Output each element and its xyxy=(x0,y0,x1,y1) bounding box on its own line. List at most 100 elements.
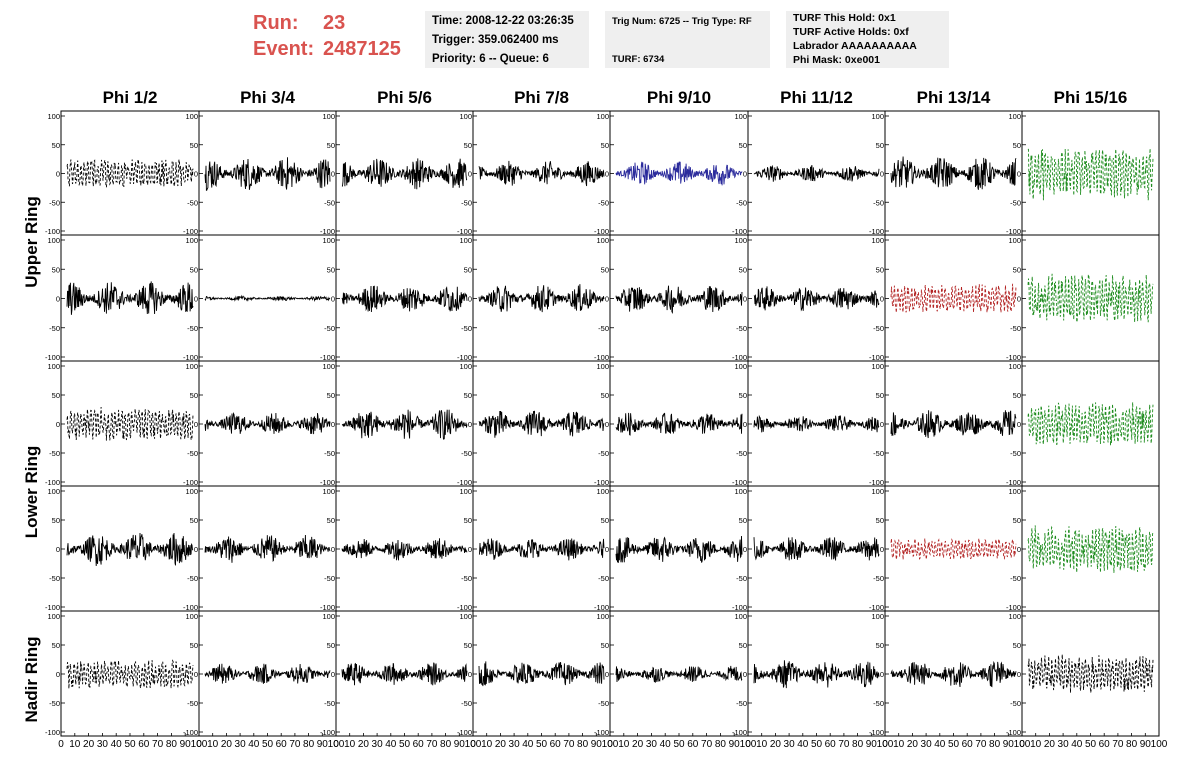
x-tick-label: 20 xyxy=(1044,739,1056,750)
x-tick-label: 40 xyxy=(797,739,809,750)
x-tick-label: 50 xyxy=(948,739,960,750)
x-tick-label: 50 xyxy=(536,739,548,750)
y-tick-label: 100 xyxy=(47,236,60,245)
y-tick-label: 0 xyxy=(605,170,609,179)
x-tick-label: 30 xyxy=(1058,739,1070,750)
waveform-trace xyxy=(478,284,605,313)
y-tick-label: 100 xyxy=(47,487,60,496)
y-tick-label: -100 xyxy=(457,227,472,236)
x-tick-label: 100 xyxy=(1014,739,1031,750)
y-tick-label: 100 xyxy=(1008,362,1021,371)
y-tick-label: -50 xyxy=(324,574,335,583)
x-tick-label: 30 xyxy=(646,739,658,750)
y-tick-label: 100 xyxy=(459,112,472,121)
y-tick-label: -100 xyxy=(457,728,472,737)
y-tick-label: -50 xyxy=(324,449,335,458)
x-tick-label: 60 xyxy=(276,739,288,750)
x-tick-label: 0 xyxy=(607,739,613,750)
column-title-6: Phi 11/12 xyxy=(780,88,853,107)
y-tick-label: 100 xyxy=(185,487,198,496)
y-tick-label: -100 xyxy=(45,728,60,737)
y-tick-label: 50 xyxy=(601,391,609,400)
waveform-trace xyxy=(615,161,743,186)
y-tick-label: 100 xyxy=(1008,487,1021,496)
waveform-trace xyxy=(890,410,1017,439)
waveform-trace xyxy=(753,414,880,433)
y-tick-label: 50 xyxy=(1013,641,1021,650)
y-tick-label: -50 xyxy=(736,449,747,458)
x-tick-label: 0 xyxy=(196,739,202,750)
y-tick-label: -50 xyxy=(187,449,198,458)
trigger-line: Trigger: 359.062400 ms xyxy=(432,34,559,46)
y-tick-label: 50 xyxy=(190,265,198,274)
x-tick-label: 80 xyxy=(715,739,727,750)
event-label: Event: xyxy=(253,38,315,60)
y-tick-label: 50 xyxy=(190,516,198,525)
x-tick-label: 10 xyxy=(756,739,768,750)
waveform-trace xyxy=(478,661,605,687)
y-tick-label: 100 xyxy=(596,612,609,621)
y-tick-label: 50 xyxy=(327,265,335,274)
turf-info-box: TURF This Hold: 0x1 TURF Active Holds: 0… xyxy=(786,11,949,68)
waveform-trace xyxy=(66,532,194,567)
y-tick-label: 0 xyxy=(880,545,884,554)
y-tick-label: -50 xyxy=(736,324,747,333)
waveform-trace xyxy=(615,412,743,436)
y-tick-label: -100 xyxy=(457,353,472,362)
waveform-trace xyxy=(890,156,1017,190)
y-tick-label: 0 xyxy=(1017,545,1021,554)
y-tick-label: 0 xyxy=(605,295,609,304)
x-tick-label: 40 xyxy=(248,739,260,750)
x-tick-label: 40 xyxy=(385,739,397,750)
y-tick-label: -100 xyxy=(183,353,198,362)
y-tick-label: 50 xyxy=(464,641,472,650)
turf-active-line: TURF Active Holds: 0xf xyxy=(793,26,909,38)
y-tick-label: -100 xyxy=(320,353,335,362)
y-tick-label: 100 xyxy=(1008,612,1021,621)
x-tick-label: 100 xyxy=(328,739,345,750)
waveform-trace xyxy=(890,660,1017,688)
waveform-trace xyxy=(478,160,605,187)
x-tick-label: 20 xyxy=(221,739,233,750)
x-tick-label: 20 xyxy=(907,739,919,750)
ring-label-2: Lower Ring xyxy=(22,446,41,539)
time-info-box: Time: 2008-12-22 03:26:35 Trigger: 359.0… xyxy=(425,11,589,68)
y-tick-label: -50 xyxy=(49,324,60,333)
x-tick-label: 60 xyxy=(1099,739,1111,750)
waveform-trace xyxy=(478,410,605,438)
y-tick-label: 0 xyxy=(743,170,747,179)
y-tick-label: 0 xyxy=(56,295,60,304)
y-tick-label: 0 xyxy=(56,420,60,429)
y-tick-label: -100 xyxy=(320,227,335,236)
waveform-trace xyxy=(204,663,331,684)
y-tick-label: 100 xyxy=(322,487,335,496)
priority-line: Priority: 6 -- Queue: 6 xyxy=(432,53,549,65)
ring-label-1: Upper Ring xyxy=(22,196,41,288)
x-tick-label: 0 xyxy=(1019,739,1025,750)
x-tick-label: 0 xyxy=(882,739,888,750)
y-tick-label: -100 xyxy=(732,478,747,487)
waveform-trace xyxy=(341,285,468,313)
y-tick-label: 50 xyxy=(739,141,747,150)
x-tick-label: 100 xyxy=(465,739,482,750)
x-tick-label: 20 xyxy=(495,739,507,750)
x-tick-label: 60 xyxy=(550,739,562,750)
y-tick-label: -50 xyxy=(49,699,60,708)
y-tick-label: -100 xyxy=(320,603,335,612)
x-tick-label: 80 xyxy=(303,739,315,750)
y-tick-label: -50 xyxy=(1010,324,1021,333)
y-tick-label: 50 xyxy=(1013,141,1021,150)
y-tick-label: 0 xyxy=(194,670,198,679)
y-tick-label: -50 xyxy=(187,324,198,333)
x-tick-label: 10 xyxy=(893,739,905,750)
x-tick-label: 90 xyxy=(1140,739,1152,750)
waveform-trace xyxy=(753,537,880,561)
waveform-trace xyxy=(66,406,194,441)
y-tick-label: 0 xyxy=(880,420,884,429)
y-tick-label: -50 xyxy=(873,574,884,583)
y-tick-label: -100 xyxy=(869,478,884,487)
x-tick-label: 20 xyxy=(632,739,644,750)
x-tick-label: 90 xyxy=(729,739,741,750)
column-title-7: Phi 13/14 xyxy=(917,88,991,107)
